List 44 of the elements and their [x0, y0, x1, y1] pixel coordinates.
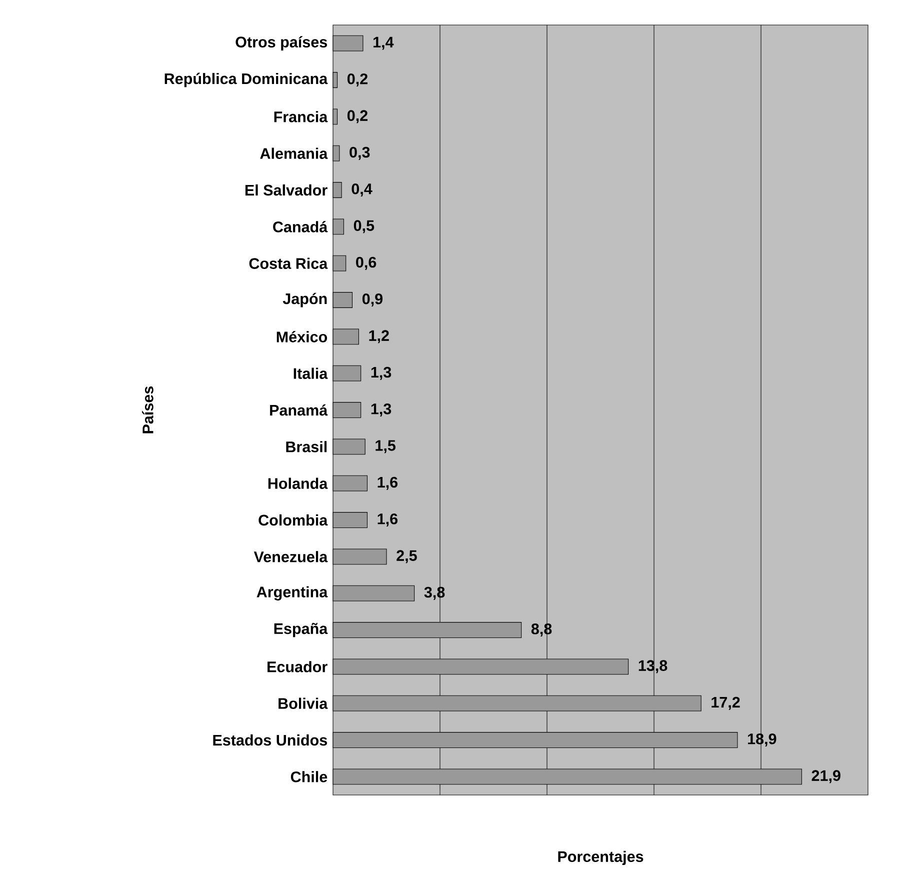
y-tick-label: España — [274, 622, 328, 638]
data-label: 3,8 — [424, 586, 445, 600]
data-label: 2,5 — [396, 550, 417, 564]
data-label: 1,4 — [374, 36, 394, 50]
y-tick-label: Chile — [290, 771, 328, 782]
y-tick-label: Italia — [294, 368, 328, 379]
data-label: 0,5 — [354, 220, 374, 234]
y-tick-label: República Dominicana — [164, 72, 328, 88]
y-tick-label: Costa Rica — [249, 258, 328, 269]
data-label: 13,8 — [638, 660, 668, 674]
data-label: 8,8 — [531, 623, 552, 637]
data-label: 1,5 — [376, 440, 396, 454]
y-tick-label: Alemania — [260, 148, 328, 159]
data-label: 0,4 — [352, 183, 372, 197]
y-tick-label: Bolivia — [278, 698, 328, 709]
y-tick-label: Otros países — [236, 36, 328, 51]
data-label: 0,6 — [356, 256, 376, 270]
data-label: 1,6 — [378, 476, 398, 490]
data-label: 0,2 — [347, 73, 368, 87]
x-axis-title: Porcentajes — [558, 850, 644, 866]
y-tick-label: Francia — [274, 111, 328, 122]
data-label: 0,2 — [347, 110, 368, 124]
y-tick-label: Canadá — [273, 220, 328, 232]
y-tick-label: Japón — [282, 292, 327, 308]
y-tick-label: Estados Unidos — [213, 734, 328, 746]
y-tick-label: Colombia — [258, 514, 328, 526]
data-label: 1,6 — [378, 513, 398, 527]
y-tick-label: Holanda — [268, 478, 328, 489]
y-tick-label: El Salvador — [245, 184, 328, 196]
y-tick-label: Ecuador — [268, 661, 328, 672]
data-label: 1,3 — [371, 403, 392, 417]
data-label: 1,2 — [369, 330, 389, 344]
data-label: 17,2 — [712, 696, 740, 710]
y-tick-label: Panamá — [270, 404, 328, 416]
data-label: 0,3 — [350, 146, 370, 160]
data-label: 18,9 — [748, 733, 776, 747]
data-label: 21,9 — [812, 770, 840, 784]
y-tick-label: Brasil — [286, 441, 327, 452]
y-tick-label: Venezuela — [254, 551, 328, 562]
data-label: 1,3 — [371, 366, 392, 380]
data-label: 0,9 — [362, 293, 383, 307]
y-tick-label: México — [276, 330, 328, 342]
y-tick-label: Argentina — [256, 586, 328, 600]
y-axis-title: Países — [142, 386, 154, 434]
